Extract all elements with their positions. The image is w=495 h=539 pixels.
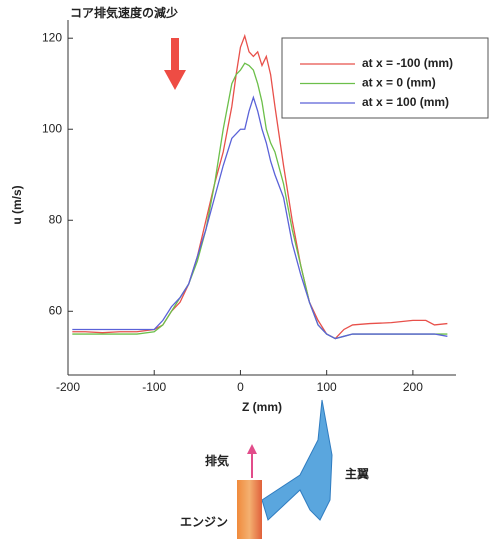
exhaust-arrow-head: [247, 444, 257, 454]
wing: [261, 399, 333, 521]
exhaust-label: 排気: [205, 453, 229, 468]
engine-label: エンジン: [180, 515, 228, 529]
annotation: コア排気速度の減少: [70, 5, 178, 20]
y-tick-label: 100: [42, 121, 62, 135]
series-line: [72, 95, 448, 340]
legend-label: at x = 0 (mm): [362, 76, 436, 90]
x-tick-label: -200: [56, 380, 80, 394]
y-tick-label: 60: [49, 303, 63, 317]
x-tick-label: -100: [142, 380, 166, 394]
x-tick-label: 100: [317, 380, 337, 394]
y-tick-label: 80: [49, 212, 63, 226]
x-tick-label: 0: [237, 380, 244, 394]
x-axis-label: Z (mm): [242, 400, 282, 414]
legend-label: at x = -100 (mm): [362, 56, 453, 70]
legend-label: at x = 100 (mm): [362, 95, 449, 109]
decrease-arrow: [164, 38, 186, 90]
y-tick-label: 120: [42, 30, 62, 44]
engine: [237, 480, 262, 539]
x-tick-label: 200: [403, 380, 423, 394]
legend: [281, 37, 489, 119]
y-axis-label: u (m/s): [10, 185, 24, 224]
wing-label: 主翼: [345, 466, 369, 481]
